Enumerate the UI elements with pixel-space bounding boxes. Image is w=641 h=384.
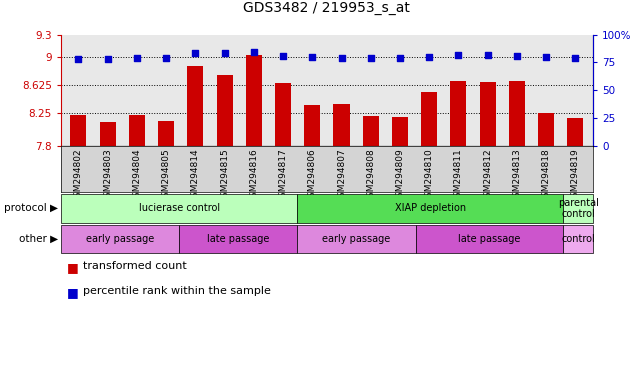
Text: GSM294809: GSM294809 — [395, 148, 404, 203]
Text: GSM294808: GSM294808 — [366, 148, 375, 203]
Bar — [421, 93, 437, 384]
Text: GSM294816: GSM294816 — [249, 148, 258, 203]
Point — [541, 54, 551, 60]
Point — [278, 53, 288, 59]
Bar — [567, 118, 583, 384]
Text: GSM294805: GSM294805 — [162, 148, 171, 203]
Point — [424, 54, 435, 60]
Point — [132, 55, 142, 61]
Text: late passage: late passage — [458, 234, 520, 244]
Text: GSM294813: GSM294813 — [512, 148, 521, 203]
Point — [73, 56, 83, 62]
Bar — [187, 66, 203, 384]
Text: protocol ▶: protocol ▶ — [4, 203, 58, 214]
Bar — [333, 104, 349, 384]
Text: early passage: early passage — [86, 234, 154, 244]
Bar — [71, 116, 87, 384]
Text: parental
control: parental control — [558, 197, 599, 219]
Point — [483, 51, 493, 58]
Point — [219, 50, 229, 56]
Point — [103, 56, 113, 62]
Text: transformed count: transformed count — [83, 261, 187, 271]
Text: percentile rank within the sample: percentile rank within the sample — [83, 286, 271, 296]
Text: control: control — [562, 234, 595, 244]
Point — [570, 55, 581, 61]
Text: GSM294815: GSM294815 — [220, 148, 229, 203]
Text: GSM294803: GSM294803 — [103, 148, 112, 203]
Bar — [509, 81, 525, 384]
Text: GSM294818: GSM294818 — [542, 148, 551, 203]
Text: ■: ■ — [67, 286, 83, 299]
Text: ■: ■ — [67, 261, 83, 274]
Text: GSM294806: GSM294806 — [308, 148, 317, 203]
Text: late passage: late passage — [207, 234, 269, 244]
Point — [190, 50, 201, 56]
Point — [307, 54, 317, 60]
Bar — [99, 122, 116, 384]
Text: XIAP depletion: XIAP depletion — [395, 203, 466, 214]
Bar — [275, 83, 291, 384]
Point — [161, 55, 171, 61]
Point — [249, 49, 259, 55]
Bar — [217, 75, 233, 384]
Point — [453, 51, 463, 58]
Text: GSM294814: GSM294814 — [191, 148, 200, 203]
Bar — [129, 115, 145, 384]
Text: GSM294812: GSM294812 — [483, 148, 492, 203]
Text: GSM294802: GSM294802 — [74, 148, 83, 203]
Text: GSM294819: GSM294819 — [571, 148, 580, 203]
Bar — [451, 81, 467, 384]
Text: lucierase control: lucierase control — [138, 203, 220, 214]
Text: GSM294804: GSM294804 — [133, 148, 142, 203]
Bar — [392, 117, 408, 384]
Text: GSM294810: GSM294810 — [425, 148, 434, 203]
Text: early passage: early passage — [322, 234, 390, 244]
Point — [512, 53, 522, 59]
Text: GSM294807: GSM294807 — [337, 148, 346, 203]
Text: GSM294811: GSM294811 — [454, 148, 463, 203]
Text: other ▶: other ▶ — [19, 234, 58, 244]
Bar — [363, 116, 379, 384]
Text: GSM294817: GSM294817 — [279, 148, 288, 203]
Point — [337, 55, 347, 61]
Bar — [158, 121, 174, 384]
Text: GDS3482 / 219953_s_at: GDS3482 / 219953_s_at — [244, 2, 410, 15]
Point — [365, 55, 376, 61]
Point — [395, 55, 405, 61]
Bar — [246, 55, 262, 384]
Bar — [538, 113, 554, 384]
Bar — [479, 82, 495, 384]
Bar — [304, 105, 320, 384]
